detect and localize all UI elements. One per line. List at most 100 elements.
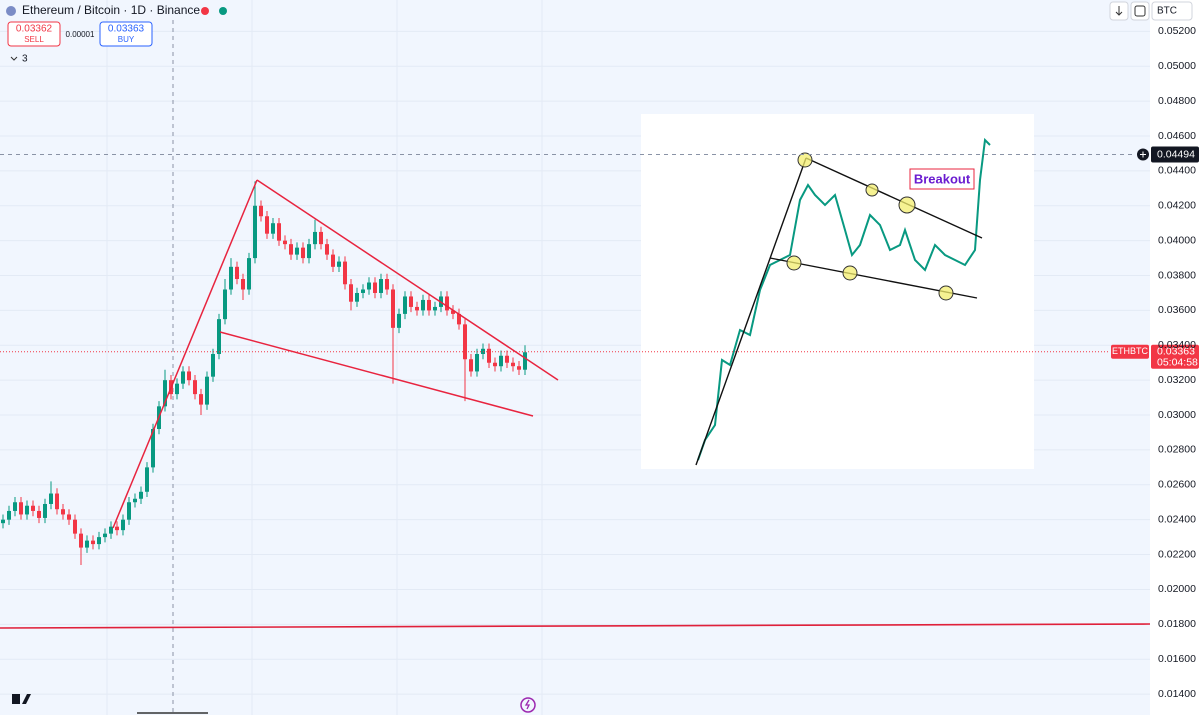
candle-body [511, 362, 515, 367]
candle-body [85, 540, 89, 548]
download-icon [1115, 6, 1123, 16]
trendline [256, 179, 559, 381]
buy-price[interactable]: 0.03363 [108, 24, 145, 35]
candle-body [331, 254, 335, 267]
candle-body [49, 493, 53, 504]
candle-body [415, 306, 419, 311]
candle-body [271, 223, 275, 234]
crosshair-label: 0.04494 [1157, 148, 1195, 160]
candle-body [7, 510, 11, 520]
inset-trendline [695, 157, 807, 466]
y-tick-label: 0.04800 [1158, 95, 1196, 107]
candle-body [379, 279, 383, 293]
indicator-count[interactable]: 3 [22, 54, 28, 65]
y-tick-label: 0.02000 [1158, 583, 1196, 595]
candle-body [199, 394, 203, 405]
candle-body [421, 299, 425, 311]
candle-body [253, 205, 257, 259]
screenshot-icon [1134, 5, 1146, 17]
candle-body [205, 376, 209, 405]
y-tick-label: 0.01400 [1158, 688, 1196, 700]
buy-label[interactable]: BUY [118, 35, 135, 44]
y-tick-label: 0.04200 [1158, 200, 1196, 212]
candle-body [127, 502, 131, 520]
candle-body [517, 366, 521, 370]
touch-point [938, 285, 954, 301]
candle-body [493, 362, 497, 367]
candle-body [391, 289, 395, 328]
trendlines [112, 179, 559, 529]
candle-body [505, 355, 509, 363]
candle-body [1, 519, 5, 524]
y-tick-label: 0.01800 [1158, 618, 1196, 630]
currency-button[interactable] [1151, 1, 1193, 21]
symbol-title: Ethereum / Bitcoin · 1D · Binance [22, 3, 200, 17]
y-tick-label: 0.02800 [1158, 444, 1196, 456]
sell-button[interactable] [7, 21, 61, 47]
candle-body [97, 537, 101, 545]
symbol-tag [1111, 344, 1149, 359]
candle-body [217, 319, 221, 355]
inset-trendline [805, 157, 983, 239]
y-tick-label: 0.02400 [1158, 513, 1196, 525]
candle-body [361, 289, 365, 293]
y-tick-label: 0.03800 [1158, 269, 1196, 281]
candle-body [25, 505, 29, 515]
candle-body [193, 380, 197, 395]
screenshot-button[interactable] [1130, 1, 1150, 21]
candle-body [91, 540, 95, 545]
candle-body [469, 359, 473, 372]
candle-body [121, 519, 125, 531]
candle-body [307, 244, 311, 259]
candle-body [487, 348, 491, 363]
candle-body [397, 313, 401, 328]
sell-label[interactable]: SELL [24, 35, 44, 44]
candle-body [343, 261, 347, 285]
sell-price[interactable]: 0.03362 [16, 24, 53, 35]
y-tick-label: 0.03400 [1158, 339, 1196, 351]
y-tick-label: 0.03000 [1158, 409, 1196, 421]
buy-button[interactable] [99, 21, 153, 47]
candle-body [427, 299, 431, 311]
candle-body [151, 429, 155, 468]
currency[interactable]: BTC [1157, 6, 1177, 17]
candle-body [355, 292, 359, 302]
candle-body [463, 324, 467, 360]
candle-body [475, 354, 479, 372]
y-tick-label: 0.02200 [1158, 548, 1196, 560]
y-tick-label: 0.02600 [1158, 479, 1196, 491]
candle-body [211, 354, 215, 377]
crosshair-tag [1151, 146, 1199, 163]
symbol-icon [6, 6, 16, 16]
y-tick-label: 0.04400 [1158, 165, 1196, 177]
candle-body [139, 491, 143, 499]
candle-body [241, 279, 245, 290]
candle-body [43, 503, 47, 518]
collapse-icon[interactable] [10, 56, 18, 61]
candle-body [31, 505, 35, 511]
touch-point [797, 152, 813, 168]
candle-body [349, 284, 353, 302]
y-tick-label: 0.04000 [1158, 234, 1196, 246]
countdown: 05:04:58 [1157, 357, 1198, 369]
y-tick-label: 0.04600 [1158, 130, 1196, 142]
candle-body [55, 493, 59, 510]
candle-body [67, 514, 71, 520]
y-tick-label: 0.01600 [1158, 653, 1196, 665]
trendline [219, 331, 534, 417]
candle-body [259, 205, 263, 217]
candle-body [283, 240, 287, 245]
symbol-tag-label: ETHBTC [1112, 346, 1149, 356]
lightning-button[interactable] [520, 697, 536, 713]
candle-body [133, 498, 137, 503]
candle-body [277, 223, 281, 241]
candle-body [403, 296, 407, 314]
y-tick-label: 0.05200 [1158, 25, 1196, 37]
candle-body [265, 216, 269, 234]
last-price-tag [1151, 344, 1199, 369]
candle-body [301, 247, 305, 259]
y-tick-label: 0.03200 [1158, 374, 1196, 386]
touch-point [898, 196, 916, 214]
candle-body [37, 510, 41, 518]
